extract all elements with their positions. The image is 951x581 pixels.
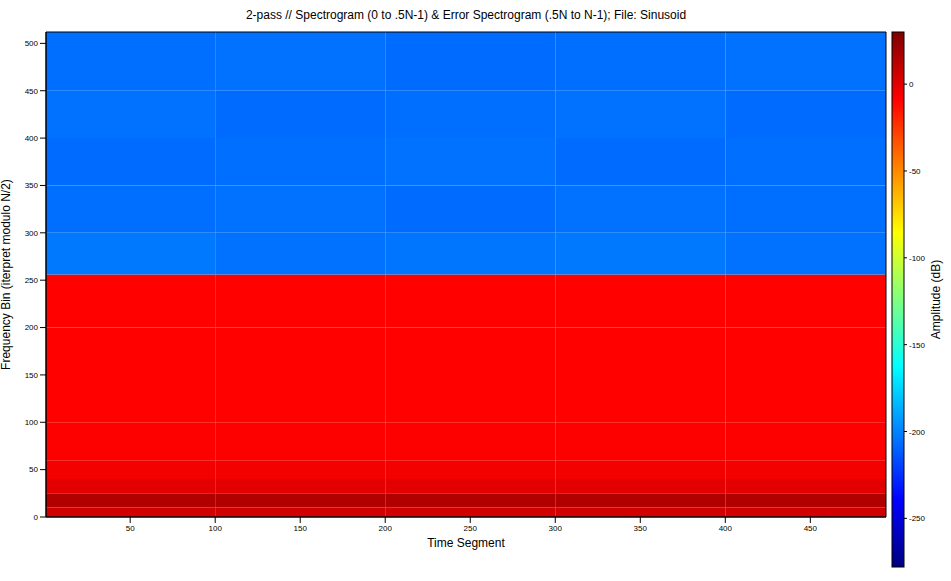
svg-text:100: 100	[25, 418, 39, 427]
svg-text:200: 200	[25, 323, 39, 332]
svg-text:300: 300	[549, 524, 563, 533]
svg-text:400: 400	[719, 524, 733, 533]
svg-text:350: 350	[634, 524, 648, 533]
svg-text:Time Segment: Time Segment	[427, 536, 505, 550]
svg-text:50: 50	[126, 524, 135, 533]
svg-text:-250: -250	[909, 514, 926, 523]
svg-text:0: 0	[909, 80, 914, 89]
svg-text:-200: -200	[909, 428, 926, 437]
svg-text:250: 250	[25, 276, 39, 285]
svg-text:Amplitude (dB): Amplitude (dB)	[929, 260, 943, 339]
svg-text:250: 250	[464, 524, 478, 533]
svg-text:350: 350	[25, 181, 39, 190]
svg-text:50: 50	[29, 465, 38, 474]
svg-text:150: 150	[25, 371, 39, 380]
svg-text:Frequency Bin (iterpret modulo: Frequency Bin (iterpret modulo N/2)	[0, 179, 13, 370]
svg-text:-50: -50	[909, 167, 921, 176]
svg-text:450: 450	[804, 524, 818, 533]
svg-text:400: 400	[25, 134, 39, 143]
svg-text:500: 500	[25, 39, 39, 48]
svg-text:-150: -150	[909, 341, 926, 350]
svg-text:200: 200	[379, 524, 393, 533]
svg-text:0: 0	[34, 513, 39, 522]
svg-text:300: 300	[25, 229, 39, 238]
svg-text:100: 100	[209, 524, 223, 533]
html-text:2-pass // Spectrogram (0 to .5: 2-pass // Spectrogram (0 to .5N-1) & Err…	[245, 8, 687, 22]
svg-text:150: 150	[294, 524, 308, 533]
svg-text:450: 450	[25, 87, 39, 96]
svg-text:-100: -100	[909, 254, 926, 263]
